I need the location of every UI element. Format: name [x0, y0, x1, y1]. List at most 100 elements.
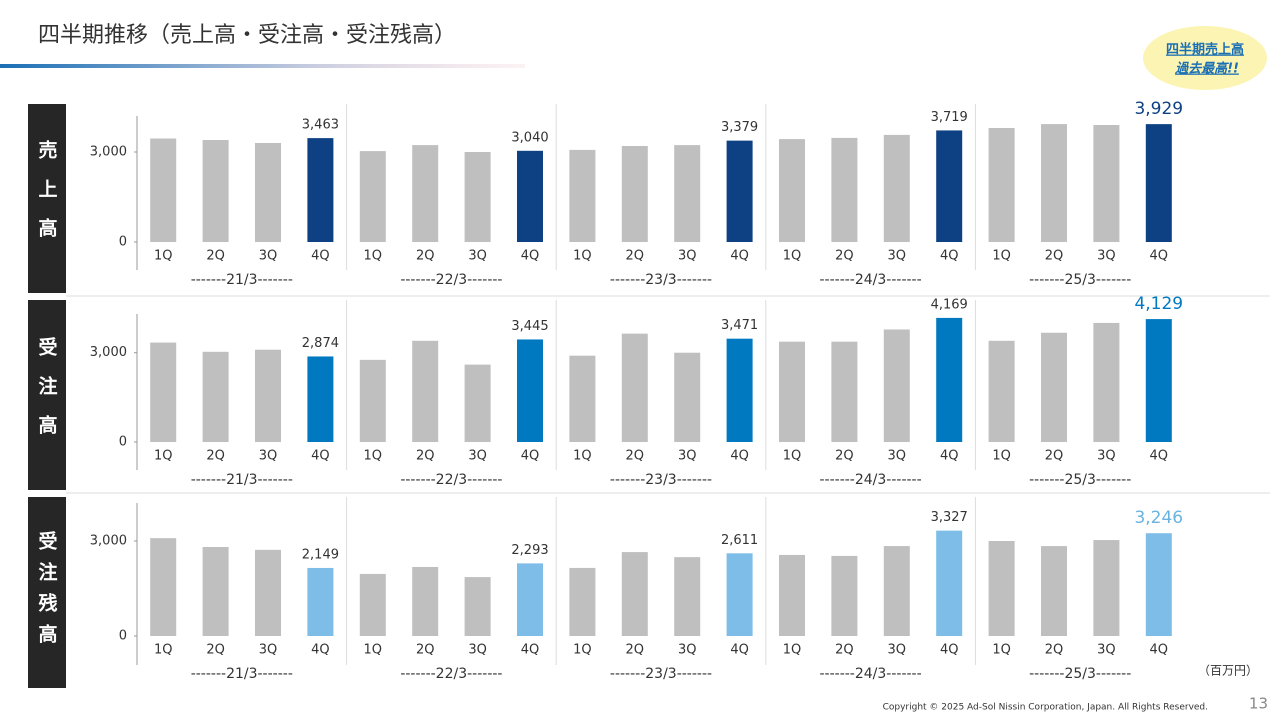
x-tick-label: 4Q	[311, 449, 330, 464]
bar	[569, 355, 596, 442]
group-label: -------24/3-------	[820, 272, 922, 288]
group-label: -------21/3-------	[191, 472, 293, 488]
bar	[726, 140, 753, 242]
x-tick-label: 2Q	[206, 249, 225, 264]
group-label: -------23/3-------	[610, 272, 712, 288]
y-tick-label: 3,000	[90, 145, 127, 160]
x-tick-label: 1Q	[783, 449, 802, 464]
x-tick-label: 2Q	[626, 643, 645, 658]
value-label: 2,149	[302, 547, 339, 562]
bar	[674, 557, 701, 636]
x-tick-label: 3Q	[259, 643, 278, 658]
bar	[150, 342, 177, 442]
bar	[936, 317, 963, 442]
x-tick-label: 1Q	[154, 449, 173, 464]
x-tick-label: 4Q	[311, 643, 330, 658]
bar	[255, 143, 281, 242]
bar	[307, 138, 334, 242]
bar	[621, 146, 648, 242]
x-tick-label: 1Q	[154, 643, 173, 658]
bar	[517, 563, 543, 636]
bar	[674, 352, 701, 442]
x-tick-label: 1Q	[364, 643, 383, 658]
x-tick-label: 2Q	[206, 449, 225, 464]
x-tick-label: 1Q	[783, 249, 802, 264]
unit-label: （百万円）	[1198, 664, 1258, 678]
x-tick-label: 2Q	[1045, 643, 1064, 658]
bar	[988, 340, 1015, 442]
row-label: 受注高	[28, 300, 66, 490]
group-label: -------24/3-------	[820, 472, 922, 488]
value-label: 3,445	[511, 319, 548, 334]
bar	[255, 349, 281, 442]
y-tick-label: 0	[119, 235, 127, 250]
page-number: 13	[1249, 695, 1268, 713]
row-label: 売上高	[28, 104, 66, 293]
group-label: -------25/3-------	[1029, 666, 1131, 682]
bar	[412, 566, 439, 636]
bar	[883, 329, 910, 442]
x-tick-label: 2Q	[626, 249, 645, 264]
bar	[621, 552, 648, 636]
x-tick-label: 1Q	[154, 249, 173, 264]
x-tick-label: 1Q	[364, 449, 383, 464]
group-label: -------21/3-------	[191, 272, 293, 288]
x-tick-label: 4Q	[1150, 449, 1169, 464]
group-label: -------25/3-------	[1029, 472, 1131, 488]
x-tick-label: 1Q	[783, 643, 802, 658]
bar	[202, 140, 229, 242]
x-tick-label: 4Q	[521, 249, 540, 264]
bar	[464, 364, 491, 442]
x-tick-label: 3Q	[259, 449, 278, 464]
x-tick-label: 4Q	[730, 449, 749, 464]
bar	[779, 139, 805, 242]
bar	[359, 573, 386, 636]
x-tick-label: 2Q	[1045, 249, 1064, 264]
bar	[1041, 546, 1067, 636]
group-label: -------22/3-------	[400, 472, 502, 488]
group-label: -------23/3-------	[610, 666, 712, 682]
x-tick-label: 4Q	[940, 249, 959, 264]
bar	[412, 145, 439, 242]
bar	[779, 554, 805, 636]
bar	[1093, 125, 1120, 242]
bar	[202, 351, 229, 442]
y-tick-label: 0	[119, 435, 127, 450]
x-tick-label: 2Q	[835, 249, 854, 264]
x-tick-label: 3Q	[678, 643, 697, 658]
bar	[202, 547, 229, 636]
slide-title: 四半期推移（売上高・受注高・受注残高）	[38, 23, 456, 48]
x-tick-label: 4Q	[940, 643, 959, 658]
bar	[517, 339, 543, 442]
bar	[936, 130, 963, 242]
x-tick-label: 1Q	[364, 249, 383, 264]
bar	[150, 138, 177, 242]
value-label: 2,611	[721, 533, 758, 548]
x-tick-label: 2Q	[835, 643, 854, 658]
bar	[988, 128, 1015, 242]
x-tick-label: 1Q	[992, 643, 1011, 658]
x-tick-label: 2Q	[835, 449, 854, 464]
bar	[621, 333, 648, 442]
value-label: 4,129	[1134, 294, 1183, 314]
bar	[150, 538, 177, 636]
value-label: 4,169	[931, 297, 968, 312]
bar	[1041, 124, 1067, 242]
value-label: 3,040	[511, 130, 548, 145]
copyright: Copyright © 2025 Ad-Sol Nissin Corporati…	[883, 703, 1208, 713]
bar	[831, 555, 858, 636]
x-tick-label: 2Q	[1045, 449, 1064, 464]
x-tick-label: 3Q	[888, 643, 907, 658]
x-tick-label: 4Q	[1150, 249, 1169, 264]
x-tick-label: 4Q	[521, 449, 540, 464]
x-tick-label: 2Q	[206, 643, 225, 658]
bar	[1041, 332, 1067, 442]
value-label: 3,327	[931, 510, 968, 525]
bar	[1145, 533, 1172, 636]
value-label: 2,293	[511, 543, 548, 558]
x-tick-label: 3Q	[678, 449, 697, 464]
x-tick-label: 4Q	[730, 643, 749, 658]
x-tick-label: 3Q	[468, 249, 487, 264]
